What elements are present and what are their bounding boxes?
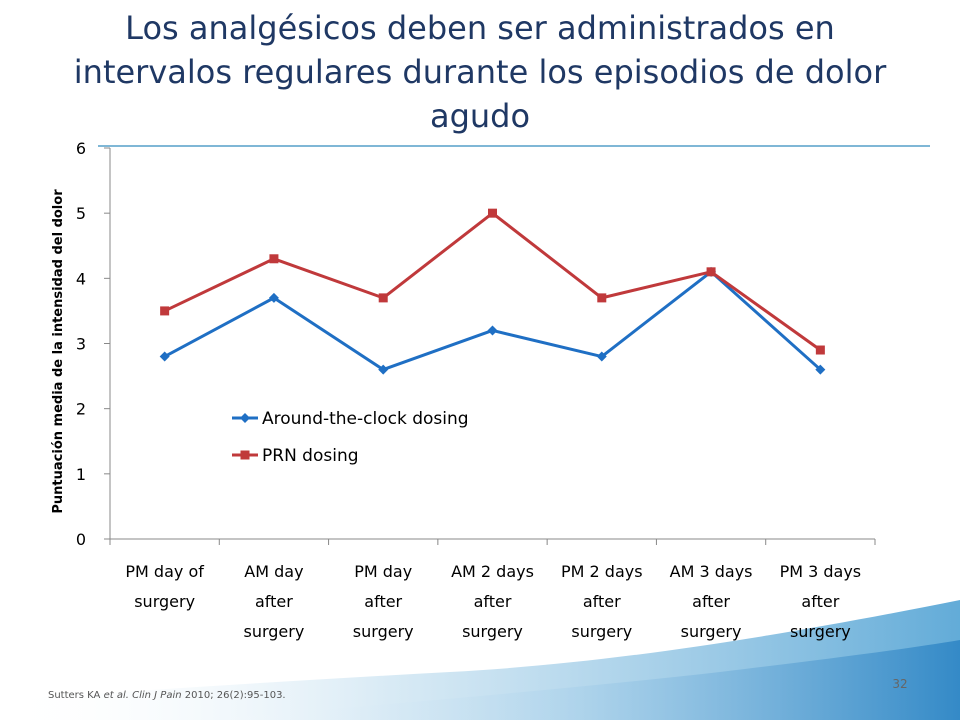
x-category-labels: PM day of surgery AM day after surgery PM day… [125, 562, 861, 641]
data-point [268, 292, 279, 303]
x-category-label: AM 2 days after surgery [451, 562, 534, 641]
series-line [163, 270, 822, 372]
x-category-label: PM 3 days after surgery [780, 562, 862, 641]
y-tick-label: 3 [76, 335, 86, 354]
x-category-label: AM 3 days after surgery [670, 562, 753, 641]
chart-legend: Around-the-clock dosing PRN dosing [232, 409, 469, 466]
data-point [487, 325, 498, 336]
data-point [160, 306, 170, 316]
data-point [815, 345, 825, 355]
page-number: 32 [892, 677, 908, 691]
citation-authors: Sutters KA [48, 690, 104, 701]
legend-label: Around-the-clock dosing [262, 409, 469, 429]
y-tick-label: 6 [76, 139, 86, 158]
data-point [815, 364, 826, 375]
y-tick-label: 0 [76, 530, 86, 549]
x-category-label: PM day of surgery [125, 562, 204, 611]
data-point [378, 364, 389, 375]
data-point [488, 208, 497, 218]
title-rule [98, 145, 930, 147]
citation: Sutters KA et al. Clin J Pain 2010; 26(2… [48, 690, 286, 701]
data-point [706, 267, 716, 277]
y-tick-label: 1 [76, 465, 86, 484]
x-category-label: PM 2 days after surgery [561, 562, 643, 641]
legend-label: PRN dosing [262, 446, 359, 466]
legend-marker [240, 413, 250, 423]
series-prn [160, 208, 825, 355]
data-point [597, 293, 607, 303]
x-category-label: AM day after surgery [244, 562, 305, 641]
data-point [378, 293, 388, 303]
y-tick-label: 2 [76, 400, 86, 419]
x-category-label: PM day after surgery [353, 562, 414, 641]
y-tick-label: 5 [76, 204, 86, 223]
y-axis-label: Puntuación media de la intensidad del do… [51, 189, 66, 514]
data-point [596, 351, 607, 362]
chart-series [159, 208, 826, 375]
citation-details: 2010; 26(2):95-103. [181, 690, 286, 701]
chart-axes [104, 147, 876, 545]
legend-marker [240, 450, 250, 460]
slide-title: Los analgésicos deben ser administrados … [73, 9, 887, 135]
data-point [159, 351, 170, 362]
y-tick-labels: 0 1 2 3 4 5 6 [76, 139, 86, 549]
citation-journal: et al. Clin J Pain [103, 690, 182, 701]
data-point [269, 254, 279, 264]
y-tick-label: 4 [76, 269, 86, 288]
